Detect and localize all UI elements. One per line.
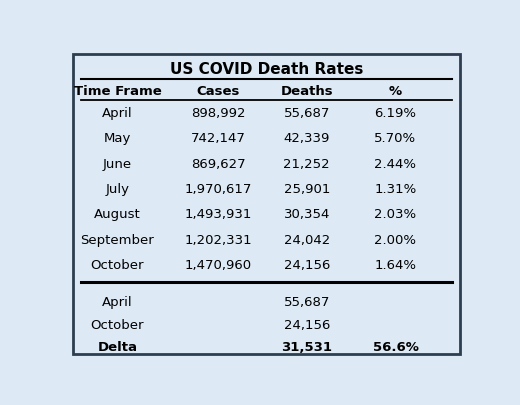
Text: US COVID Death Rates: US COVID Death Rates — [170, 62, 363, 77]
Text: 30,354: 30,354 — [283, 208, 330, 221]
Text: Deaths: Deaths — [280, 85, 333, 98]
Text: May: May — [103, 132, 131, 145]
Text: 24,156: 24,156 — [283, 318, 330, 331]
Text: April: April — [102, 107, 133, 119]
Text: 2.00%: 2.00% — [374, 233, 417, 246]
Text: October: October — [90, 318, 144, 331]
Text: 24,156: 24,156 — [283, 258, 330, 271]
Text: 742,147: 742,147 — [191, 132, 245, 145]
Text: August: August — [94, 208, 141, 221]
Text: 1,202,331: 1,202,331 — [184, 233, 252, 246]
Text: 42,339: 42,339 — [283, 132, 330, 145]
Text: 6.19%: 6.19% — [374, 107, 417, 119]
Text: 1,493,931: 1,493,931 — [185, 208, 252, 221]
Text: 869,627: 869,627 — [191, 157, 245, 170]
Text: 2.44%: 2.44% — [374, 157, 417, 170]
Text: April: April — [102, 295, 133, 308]
Text: 55,687: 55,687 — [283, 107, 330, 119]
Text: September: September — [81, 233, 154, 246]
Text: Cases: Cases — [197, 85, 240, 98]
Text: Time Frame: Time Frame — [73, 85, 161, 98]
Text: 5.70%: 5.70% — [374, 132, 417, 145]
FancyBboxPatch shape — [73, 55, 460, 354]
Text: July: July — [106, 182, 129, 196]
Text: 24,042: 24,042 — [284, 233, 330, 246]
Text: October: October — [90, 258, 144, 271]
Text: 31,531: 31,531 — [281, 341, 332, 354]
Text: 2.03%: 2.03% — [374, 208, 417, 221]
Text: 1,470,960: 1,470,960 — [185, 258, 252, 271]
Text: 898,992: 898,992 — [191, 107, 245, 119]
Text: June: June — [103, 157, 132, 170]
Text: 1.31%: 1.31% — [374, 182, 417, 196]
Text: %: % — [389, 85, 402, 98]
Text: 55,687: 55,687 — [283, 295, 330, 308]
Text: 1,970,617: 1,970,617 — [185, 182, 252, 196]
Text: 56.6%: 56.6% — [372, 341, 419, 354]
Text: Delta: Delta — [97, 341, 137, 354]
Text: 21,252: 21,252 — [283, 157, 330, 170]
Text: 1.64%: 1.64% — [374, 258, 417, 271]
Text: 25,901: 25,901 — [283, 182, 330, 196]
